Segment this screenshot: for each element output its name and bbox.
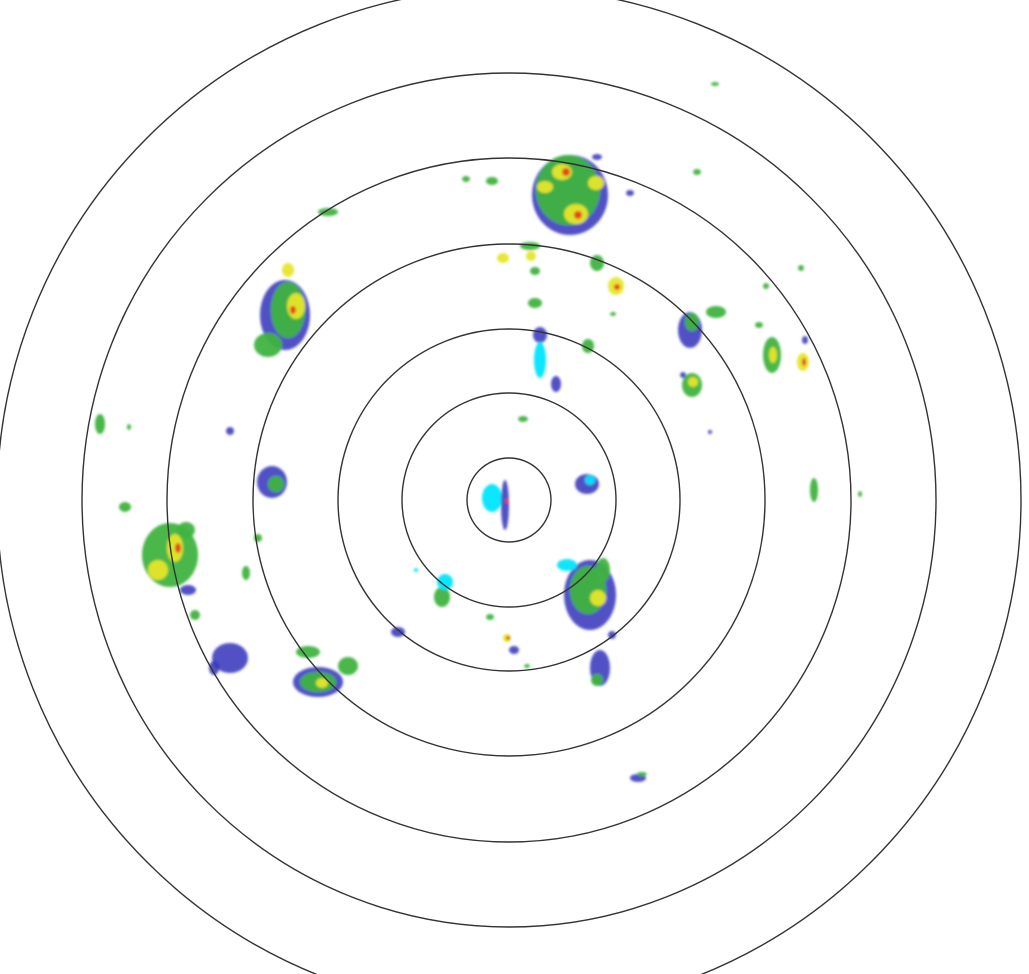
echo-weak	[533, 327, 547, 343]
echo-light	[482, 484, 502, 512]
echo-weak	[226, 427, 234, 435]
echo-moderate	[486, 614, 494, 620]
echo-heavy	[316, 678, 328, 688]
echo-weak	[608, 631, 616, 639]
echo-weak	[708, 430, 712, 434]
echo-moderate	[462, 176, 470, 182]
echo-intense	[505, 499, 509, 503]
echo-moderate	[810, 478, 818, 502]
echo-intense	[614, 284, 620, 290]
echo-moderate	[693, 169, 701, 175]
echo-heavy	[497, 253, 509, 263]
echo-weak	[501, 480, 509, 530]
echo-moderate	[596, 558, 610, 582]
echo-moderate	[518, 416, 528, 422]
echo-moderate	[190, 610, 200, 620]
echo-heavy	[769, 347, 777, 363]
echo-moderate	[858, 491, 862, 497]
range-ring	[401, 392, 617, 608]
echo-moderate	[530, 267, 540, 275]
echo-moderate	[95, 414, 105, 434]
echo-moderate	[706, 306, 726, 318]
echo-heavy	[148, 560, 168, 580]
range-ring	[252, 243, 766, 757]
echo-light	[557, 559, 577, 571]
echo-heavy	[588, 176, 604, 190]
echo-moderate	[338, 657, 358, 675]
echo-heavy	[287, 293, 305, 319]
range-ring	[337, 328, 681, 672]
echo-heavy	[526, 251, 536, 261]
echo-moderate	[528, 298, 542, 308]
echo-weak	[509, 646, 519, 654]
echo-heavy	[282, 263, 294, 277]
echo-moderate	[591, 674, 603, 686]
echo-moderate	[486, 177, 498, 185]
precipitation-echoes	[95, 82, 862, 782]
echo-heavy	[537, 181, 553, 193]
echo-moderate	[637, 772, 647, 776]
echo-moderate	[755, 322, 763, 328]
echo-intense	[574, 211, 582, 219]
echo-moderate	[434, 587, 450, 607]
echo-intense	[562, 168, 570, 176]
echo-moderate	[268, 476, 284, 492]
echo-moderate	[254, 333, 282, 357]
echo-weak	[212, 643, 248, 673]
echo-moderate	[296, 646, 320, 658]
echo-weak	[180, 585, 196, 595]
echo-moderate	[711, 82, 719, 86]
echo-intense	[175, 543, 181, 553]
echo-moderate	[610, 312, 616, 316]
echo-moderate	[318, 208, 338, 216]
echo-intense	[506, 636, 510, 640]
echo-light	[414, 568, 418, 572]
echo-intense	[802, 358, 806, 366]
echo-moderate	[119, 502, 131, 512]
echo-moderate	[798, 265, 804, 271]
range-ring	[466, 457, 552, 543]
echo-weak	[626, 190, 634, 196]
echo-weak	[802, 336, 808, 344]
echo-heavy	[590, 590, 606, 606]
echo-light	[534, 342, 546, 378]
echo-weak	[680, 372, 686, 378]
echo-intense	[290, 306, 296, 314]
echo-moderate	[177, 522, 195, 538]
echo-weak	[209, 661, 219, 675]
echo-weak	[592, 154, 602, 160]
range-ring	[81, 72, 937, 928]
range-ring	[166, 157, 852, 843]
echo-moderate	[763, 283, 769, 289]
echo-moderate	[127, 424, 131, 430]
echo-heavy	[688, 377, 698, 387]
echo-moderate	[524, 664, 530, 668]
echo-weak	[551, 376, 561, 392]
echo-weak	[391, 627, 405, 637]
echo-light	[437, 574, 453, 590]
echo-moderate	[242, 566, 250, 580]
echo-light	[585, 475, 595, 485]
